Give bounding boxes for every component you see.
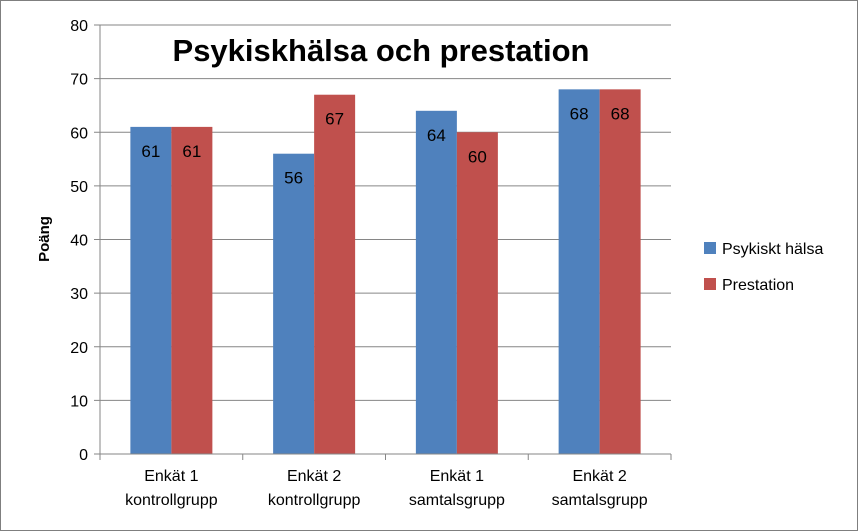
chart-title: Psykiskhälsa och prestation [173, 33, 590, 68]
bar [599, 89, 641, 454]
y-tick-label: 70 [70, 72, 88, 89]
x-tick-label: Enkät 1 [144, 468, 198, 485]
x-tick-label: kontrollgrupp [268, 492, 361, 509]
axes [94, 24, 672, 460]
bar [456, 132, 498, 454]
labels: 0 10 20 30 40 50 60 70 80 61 61 Enkät 1 kontrollgrup… [70, 18, 648, 509]
y-axis-label: Poäng [36, 216, 53, 262]
x-tick-label: Enkät 1 [430, 468, 484, 485]
x-tick-label: samtalsgrupp [552, 492, 648, 509]
data-label: 61 [141, 142, 160, 161]
bar [314, 94, 356, 455]
y-tick-label: 40 [70, 233, 88, 250]
bars [130, 89, 641, 455]
data-label: 61 [182, 142, 201, 161]
bar [415, 110, 457, 455]
bar [273, 153, 315, 454]
x-tick-label: Enkät 2 [287, 468, 341, 485]
legend-swatch [704, 278, 716, 290]
x-tick-label: kontrollgrupp [125, 492, 218, 509]
y-tick-label: 60 [70, 125, 88, 142]
y-tick-label: 20 [70, 340, 88, 357]
x-tick-label: samtalsgrupp [409, 492, 505, 509]
x-tick-label: Enkät 2 [572, 468, 626, 485]
y-tick-label: 30 [70, 286, 88, 303]
legend-entry: Prestation [722, 277, 794, 294]
legend-entry: Psykiskt hälsa [722, 241, 823, 258]
legend: Psykiskt hälsa Prestation [704, 241, 823, 294]
data-label: 60 [468, 147, 487, 166]
bar [171, 126, 213, 454]
y-tick-label: 10 [70, 393, 88, 410]
bar [558, 89, 600, 454]
data-label: 67 [325, 110, 344, 129]
y-tick-label: 80 [70, 18, 88, 35]
y-tick-label: 0 [79, 447, 88, 464]
data-label: 68 [570, 104, 589, 123]
data-label: 68 [611, 104, 630, 123]
legend-swatch [704, 242, 716, 254]
y-tick-label: 50 [70, 179, 88, 196]
data-label: 64 [427, 126, 446, 145]
data-label: 56 [284, 169, 303, 188]
bar [130, 126, 172, 454]
